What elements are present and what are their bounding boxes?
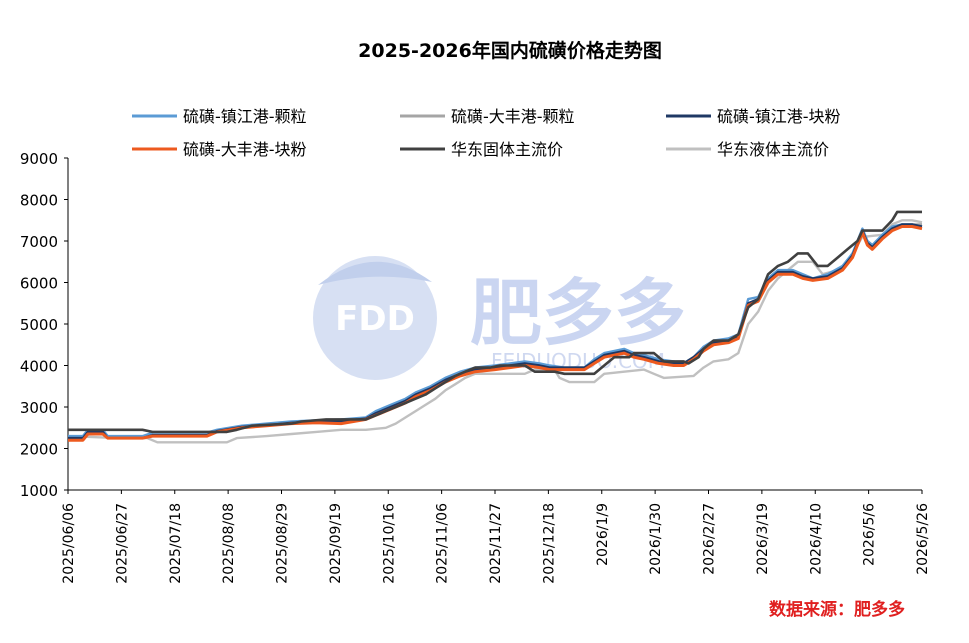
axes: 1000 2000 3000 4000 5000 6000 7000 8000 9000 2025…: [20, 150, 931, 584]
x-tick-label: 2026/5/6: [862, 503, 878, 566]
x-tick-label: 2025/08/29: [275, 503, 291, 584]
x-tick-label: 2025/12/18: [541, 503, 557, 584]
y-tick-label: 9000: [20, 150, 58, 168]
legend-label: 硫磺-大丰港-块粉: [183, 140, 307, 159]
series-line-5: [67, 219, 923, 444]
watermark-logo-leaf: [318, 261, 432, 285]
x-tick-label: 2026/5/26: [915, 503, 931, 575]
y-tick-label: 3000: [20, 399, 58, 417]
legend-label: 硫磺-镇江港-颗粒: [183, 107, 307, 126]
x-tick-label: 2025/09/19: [328, 503, 344, 584]
watermark-brand-text: 肥多多: [470, 271, 686, 355]
watermark-logo-circle: [313, 256, 437, 380]
series-line-4: [68, 210, 922, 434]
y-tick-label: 6000: [20, 275, 58, 293]
legend-label: 硫磺-镇江港-块粉: [717, 107, 841, 126]
legend-label: 硫磺-大丰港-颗粒: [451, 107, 575, 126]
y-tick-label: 8000: [20, 192, 58, 210]
x-tick-label: 2026/4/10: [808, 503, 824, 575]
x-tick-label: 2025/06/27: [114, 503, 130, 584]
source-text: 数据来源：肥多多: [769, 599, 905, 620]
x-tick-label: 2025/07/18: [168, 503, 184, 584]
x-tick-label: 2026/1/9: [595, 503, 611, 566]
y-tick-label: 2000: [20, 441, 58, 459]
legend-label: 华东固体主流价: [451, 140, 563, 159]
x-tick-label: 2026/2/27: [702, 503, 718, 575]
chart-title: 2025-2026年国内硫磺价格走势图: [358, 39, 662, 62]
x-tick-label: 2025/11/27: [488, 503, 504, 584]
watermark-logo-text: FDD: [335, 299, 415, 339]
x-tick-label: 2026/3/19: [755, 503, 771, 575]
watermark: FDD 肥多多 FEIDUODUO.COM: [313, 256, 686, 380]
y-tick-label: 7000: [20, 233, 58, 251]
y-tick-label: 5000: [20, 316, 58, 334]
y-tick-label: 1000: [20, 482, 58, 500]
legend-label: 华东液体主流价: [717, 140, 829, 159]
series-line-0: [68, 223, 923, 438]
x-tick-label: 2025/08/08: [221, 503, 237, 584]
series-layer: [67, 210, 923, 444]
x-tick-label: 2025/11/06: [435, 503, 451, 584]
y-tick-label: 4000: [20, 358, 58, 376]
x-tick-label: 2025/06/06: [61, 503, 77, 584]
x-tick-label: 2026/1/30: [648, 503, 664, 575]
x-tick-label: 2025/10/16: [381, 503, 397, 584]
